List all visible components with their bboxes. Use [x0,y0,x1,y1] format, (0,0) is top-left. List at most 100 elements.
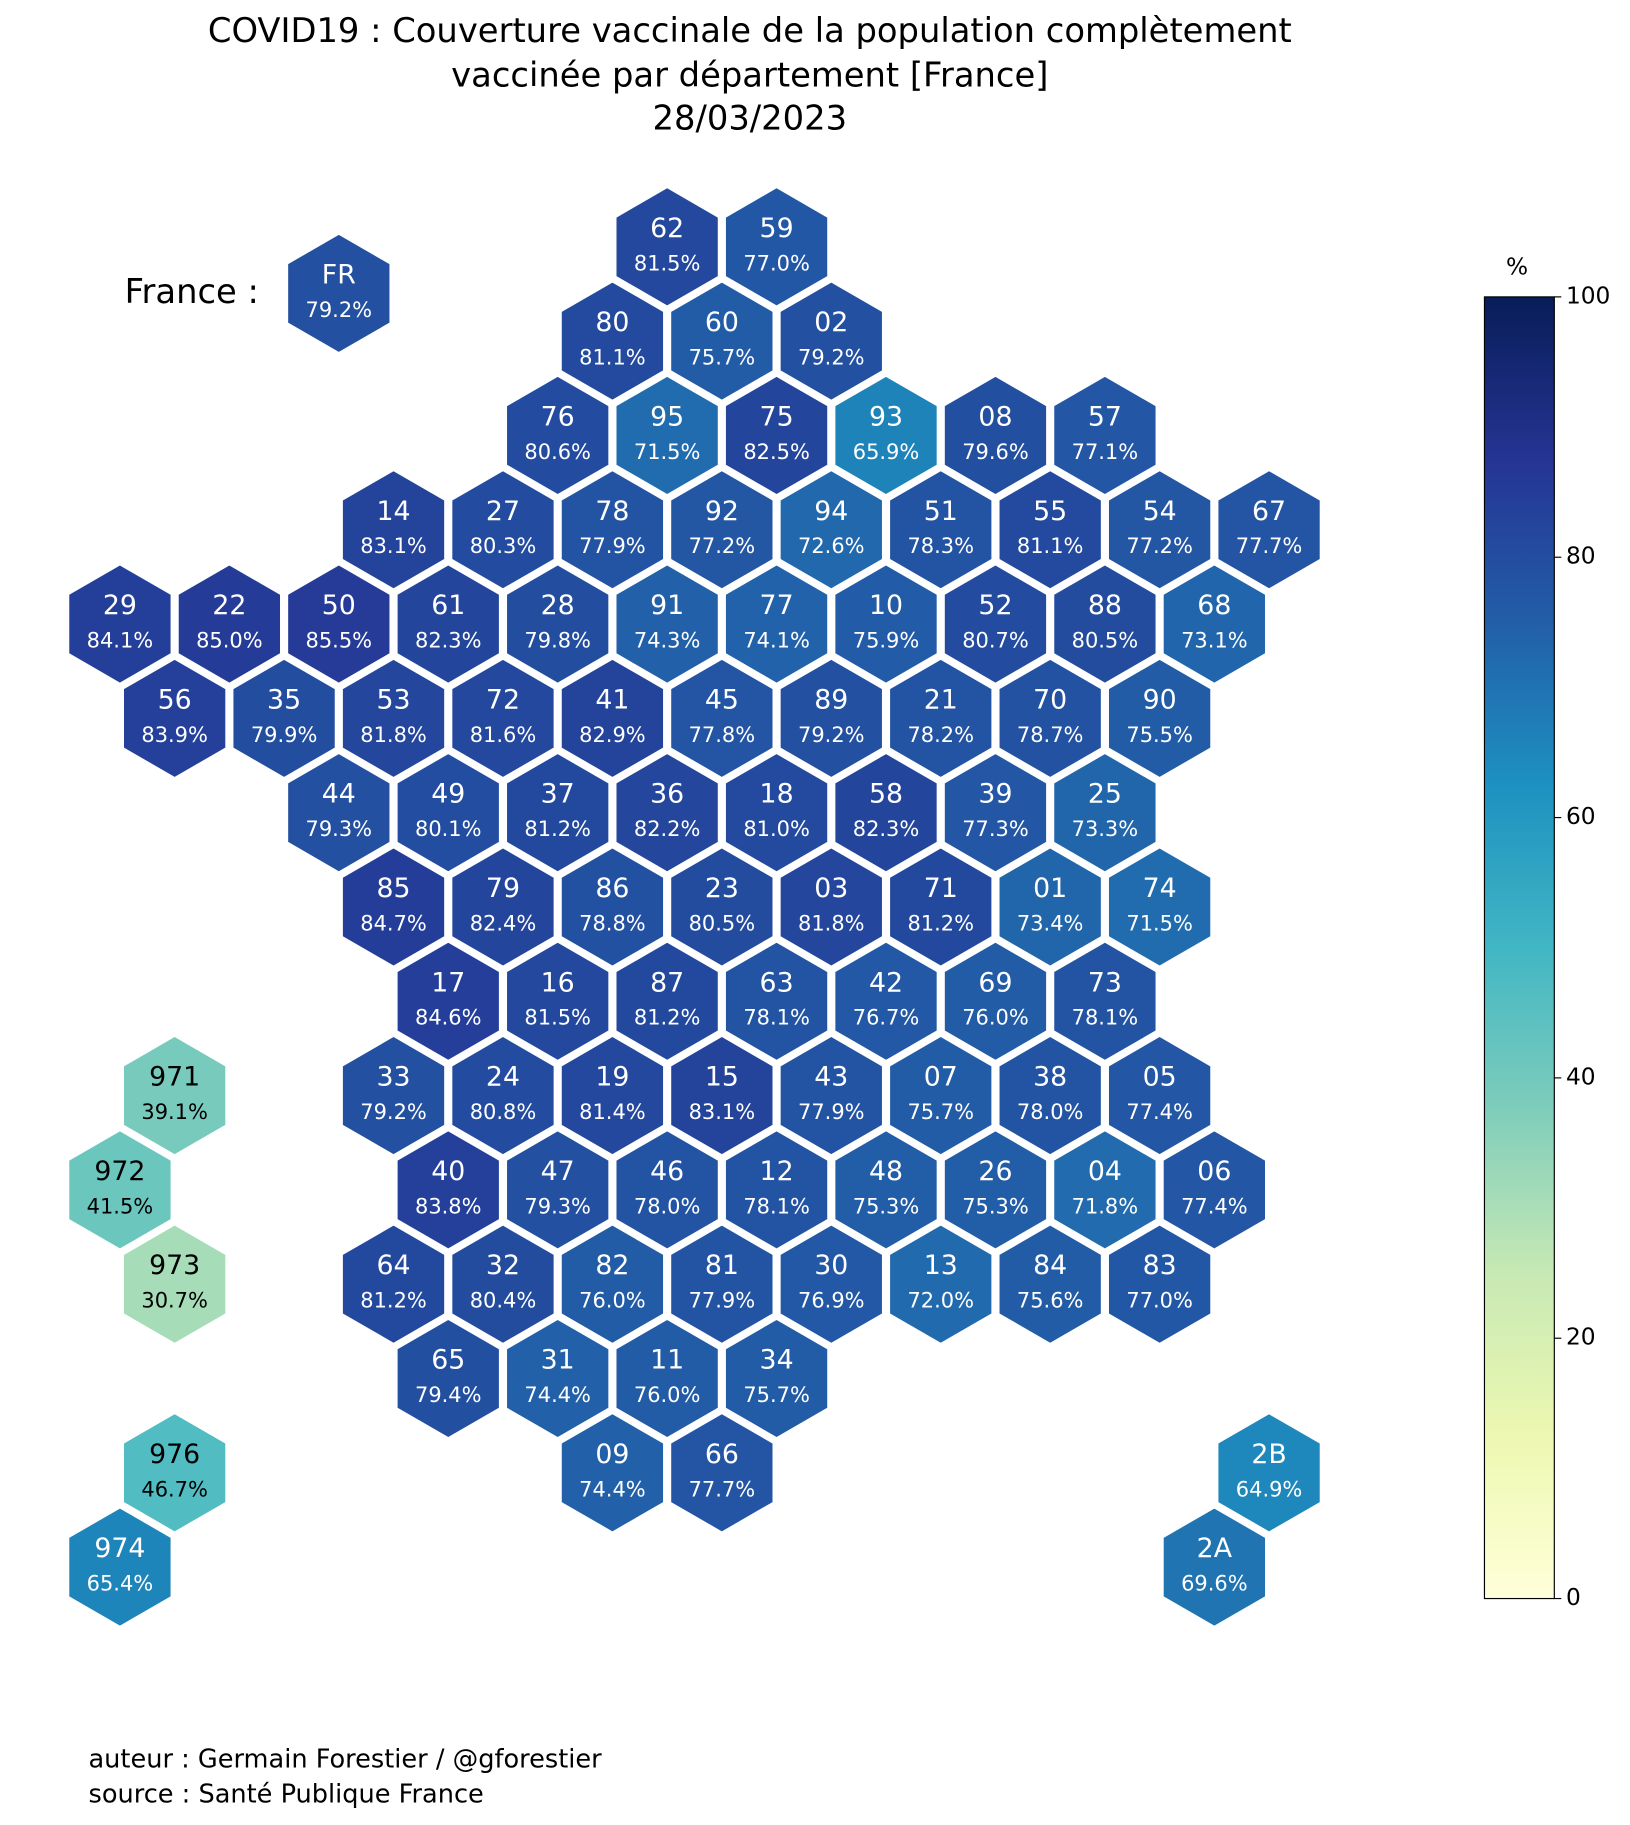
hex-code: 58 [869,779,903,810]
hex-code: 17 [431,967,465,998]
hex [612,750,722,876]
hex [996,467,1105,593]
hex-value: 80.4% [470,1289,537,1313]
hex [558,1033,667,1159]
hex-code: 10 [869,590,903,621]
hex-code: 976 [149,1439,200,1470]
hex-code: 02 [814,307,848,338]
hex [120,1221,229,1347]
hex-value: 77.2% [689,534,756,558]
hex [722,184,831,310]
colorbar-label: % [1506,253,1528,280]
hex-value: 77.8% [689,723,756,747]
hex [339,1033,448,1159]
hex-code: 22 [212,590,246,621]
hex-code: 44 [322,779,356,810]
hex-value: 81.5% [634,251,701,275]
hex [175,561,284,687]
hex-code: 50 [322,590,356,621]
hex-code: 14 [377,496,411,527]
hex-value: 79.3% [524,1194,591,1218]
hex [394,1127,503,1253]
hex-value: 76.0% [634,1383,701,1407]
hex [777,278,886,404]
hex-value: 84.1% [87,629,154,653]
hex [448,655,558,781]
hex-code: 46 [650,1156,684,1187]
hex-value: 83.9% [141,723,208,747]
hex [941,938,1050,1064]
hex-code: 54 [1143,496,1177,527]
hex [612,184,722,310]
hex-code: 80 [595,307,629,338]
hex [722,561,831,687]
hex-value: 75.7% [689,346,756,370]
hex-value: 65.9% [853,440,920,464]
hex-value: 80.8% [470,1100,537,1124]
hex-code: 32 [486,1250,520,1281]
hex [996,1221,1105,1347]
hex-value: 78.8% [579,911,646,935]
hex [284,561,393,687]
hex [284,750,393,876]
hex-value: 46.7% [141,1477,208,1501]
hex-code: 67 [1252,496,1286,527]
hex-value: 81.1% [579,346,646,370]
hex [229,655,339,781]
hex-code: 68 [1197,590,1231,621]
hex-value: 79.6% [962,440,1029,464]
hex [831,561,941,687]
hex-value: 64.9% [1236,1477,1303,1501]
hex [65,1504,175,1630]
hex [339,467,448,593]
hex [448,1221,558,1347]
hex-value: 73.4% [1017,911,1084,935]
hex-code: 07 [924,1062,958,1093]
hex-code: 53 [377,684,411,715]
hex [831,938,941,1064]
hex-code: 36 [650,779,684,810]
hex-value: 80.7% [962,629,1029,653]
hex-code: 73 [1088,967,1122,998]
hex-value: 77.0% [1126,1289,1193,1313]
hex-code: 35 [267,684,301,715]
hex [1105,655,1214,781]
hex [503,372,612,498]
hex-value: 85.0% [196,629,263,653]
hex [777,844,886,970]
hex [394,938,503,1064]
hex [503,561,612,687]
hex-code: 92 [705,496,739,527]
hex-value: 76.0% [962,1006,1029,1030]
hex-code: 93 [869,401,903,432]
hex-value: 78.1% [743,1006,810,1030]
hex-code: 55 [1033,496,1067,527]
chart-title: COVID19 : Couverture vaccinale de la pop… [208,11,1292,50]
hex-value: 79.9% [251,723,318,747]
hex-value: 75.3% [853,1194,920,1218]
hex-value: 78.3% [907,534,974,558]
hex [777,655,886,781]
hex-value: 79.2% [360,1100,427,1124]
hex-code: 30 [814,1250,848,1281]
hex-value: 79.4% [415,1383,482,1407]
hex [996,655,1105,781]
hex-code: 95 [650,401,684,432]
hex-value: 82.2% [634,817,701,841]
hex [941,561,1050,687]
hex [831,750,941,876]
hex-value: 77.7% [1236,534,1303,558]
hex [612,561,722,687]
hex [503,1127,612,1253]
hex-value: 81.5% [524,1006,591,1030]
hex-code: 94 [814,496,848,527]
hex-code: 82 [595,1250,629,1281]
hex-value: 79.3% [306,817,373,841]
hex [886,655,995,781]
hex-code: 01 [1033,873,1067,904]
hex-code: 03 [814,873,848,904]
hex-value: 77.9% [579,534,646,558]
hex-value: 78.1% [743,1194,810,1218]
hex [394,1315,503,1442]
